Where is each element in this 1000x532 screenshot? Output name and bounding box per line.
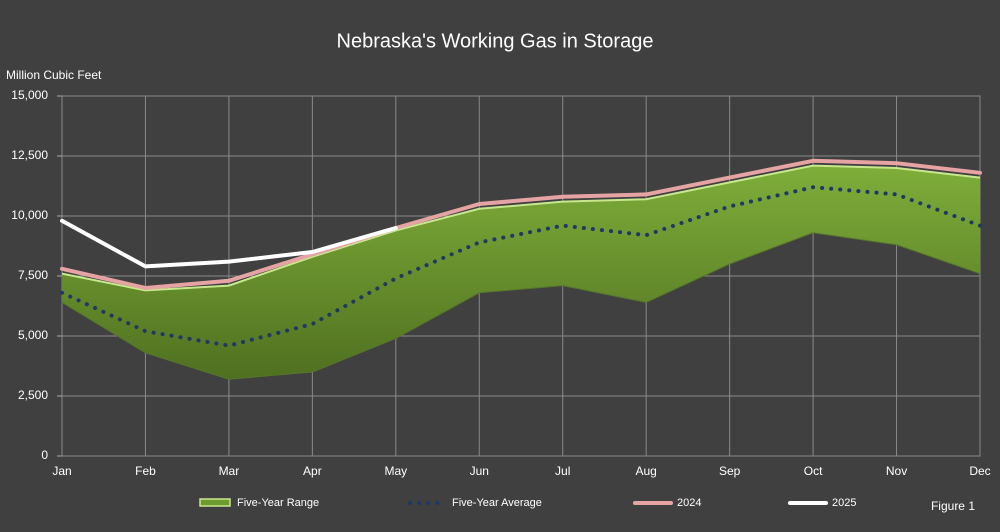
y-tick-label: 12,500	[11, 148, 48, 162]
y-tick-label: 5,000	[18, 328, 48, 342]
y-axis-label: Million Cubic Feet	[6, 68, 102, 82]
x-tick-label: Dec	[969, 464, 990, 478]
y-tick-label: 7,500	[18, 268, 48, 282]
legend-label: 2025	[832, 497, 856, 509]
x-tick-label: Apr	[303, 464, 322, 478]
x-tick-label: Jun	[470, 464, 489, 478]
chart-title: Nebraska's Working Gas in Storage	[337, 30, 654, 52]
x-tick-label: Mar	[219, 464, 240, 478]
y-tick-label: 10,000	[11, 208, 48, 222]
x-tick-label: Feb	[135, 464, 156, 478]
x-tick-label: May	[384, 464, 407, 478]
series-line	[60, 218, 398, 269]
x-tick-label: Nov	[886, 464, 907, 478]
range-low	[61, 232, 981, 380]
legend-label: 2024	[677, 497, 701, 509]
x-tick-label: Jul	[555, 464, 570, 478]
x-tick-label: Jan	[52, 464, 71, 478]
x-tick-label: Oct	[804, 464, 823, 478]
range-area	[62, 165, 980, 380]
legend-label: Five-Year Average	[452, 497, 542, 509]
annotation: Figure 1	[931, 499, 975, 513]
y-tick-label: 2,500	[18, 388, 48, 402]
legend-swatch	[199, 498, 231, 507]
x-tick-label: Sep	[719, 464, 741, 478]
legend-label: Five-Year Range	[237, 497, 319, 509]
y-tick-label: 15,000	[11, 88, 48, 102]
series-line	[60, 158, 982, 290]
range-high	[61, 164, 981, 292]
x-tick-label: Aug	[636, 464, 657, 478]
series-line	[60, 185, 982, 348]
y-tick-label: 0	[41, 448, 48, 462]
